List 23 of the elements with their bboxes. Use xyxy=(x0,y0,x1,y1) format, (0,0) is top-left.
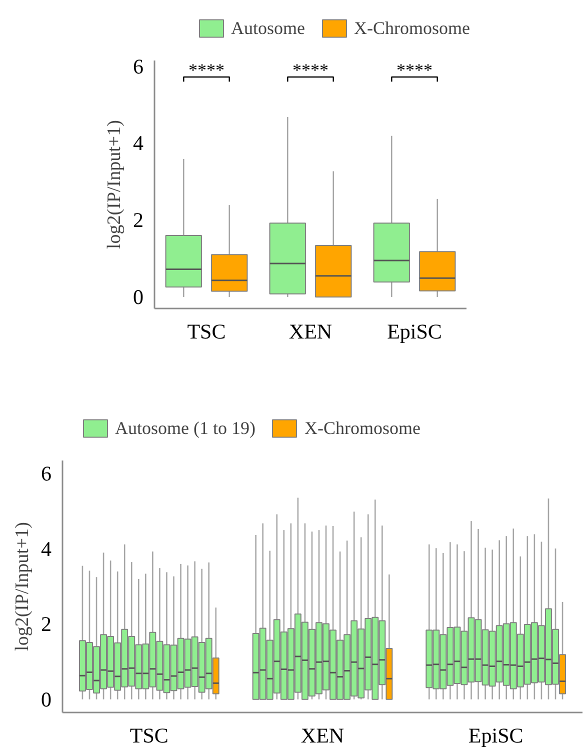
legend-label: X-Chromosome xyxy=(304,418,420,438)
x-tick-label: EpiSC xyxy=(387,320,442,344)
x-tick-label: TSC xyxy=(187,320,226,344)
x-tick-label: XEN xyxy=(288,320,332,344)
y-tick-label: 6 xyxy=(41,462,52,486)
y-axis-title: log2(IP/Input+1) xyxy=(12,522,33,651)
legend-label: Autosome xyxy=(231,18,305,38)
x-tick-label: EpiSC xyxy=(468,724,524,748)
y-tick-label: 0 xyxy=(133,284,144,309)
y-tick-label: 4 xyxy=(41,536,52,561)
y-tick-label: 2 xyxy=(133,208,144,232)
y-tick-label: 6 xyxy=(133,54,144,78)
y-tick-label: 4 xyxy=(133,131,144,156)
legend-label: Autosome (1 to 19) xyxy=(115,418,256,438)
x-tick-label: TSC xyxy=(130,724,168,748)
y-tick-label: 0 xyxy=(41,687,52,712)
annotation: **** xyxy=(396,60,432,80)
annotation: **** xyxy=(292,60,328,80)
annotation: **** xyxy=(188,60,224,80)
legend-label: X-Chromosome xyxy=(354,18,470,38)
x-tick-label: XEN xyxy=(300,724,344,748)
y-axis-title: log2(IP/Input+1) xyxy=(104,120,125,249)
y-tick-label: 2 xyxy=(41,612,52,636)
